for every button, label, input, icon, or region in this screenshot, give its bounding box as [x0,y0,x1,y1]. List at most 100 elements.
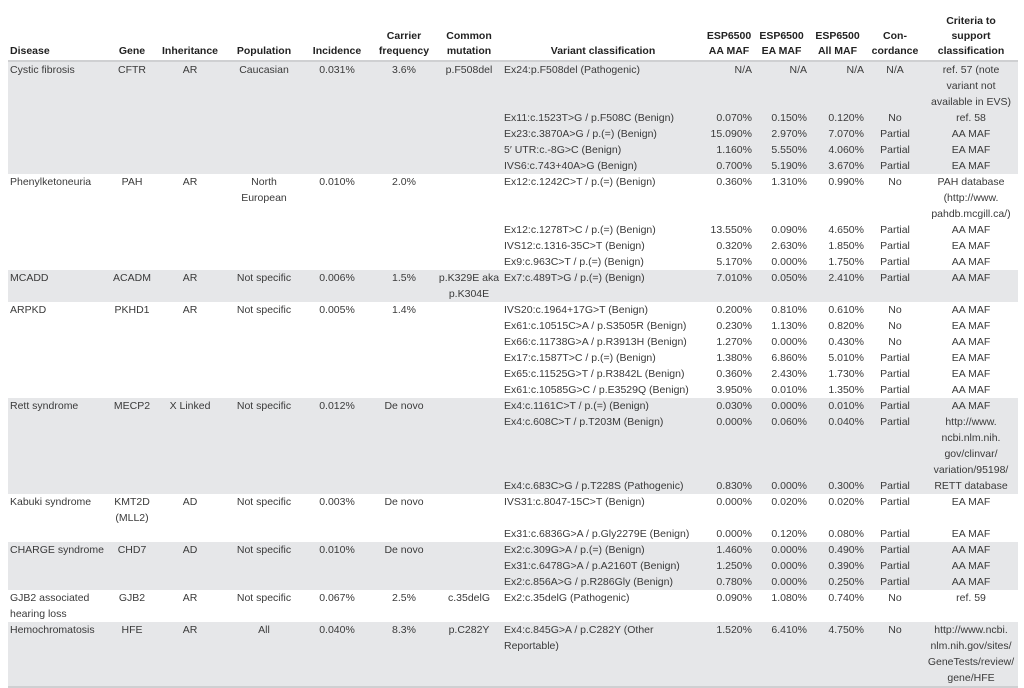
aa-maf-cell: 0.030% [704,398,754,414]
all-maf-cell: 0.040% [809,414,866,478]
all-maf-cell: 0.120% [809,110,866,126]
gene-cell: CFTR [110,61,154,174]
concordance-cell: Partial [866,542,924,558]
disease-cell: CHARGE syndrome [8,542,110,590]
inheritance-cell: AR [154,61,226,174]
criteria-cell: AA MAF [924,574,1018,590]
header-disease: Disease [8,14,110,62]
variant-cell: IVS6:c.743+40A>G (Benign) [502,158,704,174]
ea-maf-cell: 0.000% [771,336,807,348]
variant-cell: Ex23:c.3870A>G / p.(=) (Benign) [502,126,704,142]
concordance-cell: Partial [880,528,910,540]
common-mutation-cell [436,494,502,542]
aa-maf-cell: 0.360% [716,176,752,188]
concordance-cell: Partial [880,224,910,236]
inheritance-cell: AR [182,304,198,316]
variant-cell: Ex4:c.1161C>T / p.(=) (Benign) [502,398,704,414]
gene-cell: ACADM [110,270,154,302]
table-row: Hemochromatosis HFE AR All 0.040% 8.3% p.C282Y… [8,622,1018,688]
aa-maf-cell: N/A [704,61,754,110]
aa-maf-cell: 1.270% [716,336,752,348]
criteria-cell: RETT database [924,478,1018,494]
aa-maf-cell: 1.380% [716,352,752,364]
criteria-cell: EA MAF [951,352,991,364]
variant-cell: Ex12:c.1242C>T / p.(=) (Benign) [504,176,656,188]
all-maf-cell: 0.430% [828,336,864,348]
all-maf-cell: 4.750% [809,622,866,688]
criteria-cell: AA MAF [924,270,1018,302]
variant-cell: Ex12:c.1278T>C / p.(=) (Benign) [504,224,656,236]
variant-cell: IVS20:c.1964+17G>T (Benign) [504,304,648,316]
criteria-cell: EA MAF [951,368,991,380]
ea-maf-cell: 6.860% [771,352,807,364]
criteria-cell: http://www. ncbi.nlm.nih. gov/clinvar/ v… [924,414,1018,478]
criteria-cell: EA MAF [951,496,991,508]
gene-cell: KMT2D (MLL2) [114,496,150,524]
aa-maf-cell: 1.160% [704,142,754,158]
aa-maf-cell: 0.070% [704,110,754,126]
ea-maf-cell: 0.000% [771,256,807,268]
all-maf-cell: 0.020% [828,496,864,508]
concordance-cell: Partial [866,142,924,158]
concordance-cell: No [866,110,924,126]
concordance-cell: No [888,304,902,316]
common-mutation-cell [436,398,502,494]
carrier-screening-table: Disease Gene Inheritance Population Inci… [8,14,1018,688]
ea-maf-cell: 1.080% [771,592,807,604]
criteria-cell: ref. 59 [956,592,986,604]
table-row: Ex17:c.1587T>C / p.(=) (Benign) 1.380% 6.8… [8,350,1018,366]
criteria-cell: AA MAF [951,256,991,268]
disease-cell: Kabuki syndrome [10,496,92,508]
disease-cell: Rett syndrome [8,398,110,494]
population-cell: Caucasian [226,61,302,174]
all-maf-cell: 0.610% [828,304,864,316]
disease-cell: Hemochromatosis [8,622,110,688]
table-row: Ex31:c.6478G>A / p.A2160T (Benign) 1.250%… [8,558,1018,574]
population-cell: All [226,622,302,688]
concordance-cell: No [888,320,902,332]
ea-maf-cell: 0.000% [754,574,809,590]
variant-cell: Ex2:c.309G>A / p.(=) (Benign) [502,542,704,558]
table-row: Ex4:c.683C>G / p.T228S (Pathogenic) 0.830… [8,478,1018,494]
all-maf-cell: 1.850% [828,240,864,252]
concordance-cell: Partial [880,256,910,268]
incidence-cell: 0.040% [302,622,372,688]
ea-maf-cell: N/A [754,61,809,110]
aa-maf-cell: 5.170% [716,256,752,268]
aa-maf-cell: 0.780% [704,574,754,590]
all-maf-cell: 1.730% [828,368,864,380]
ea-maf-cell: 0.150% [754,110,809,126]
concordance-cell: Partial [866,414,924,478]
aa-maf-cell: 0.200% [716,304,752,316]
common-mutation-cell: p.C282Y [436,622,502,688]
aa-maf-cell: 3.950% [716,384,752,396]
concordance-cell: Partial [866,270,924,302]
header-incidence: Incidence [302,14,372,62]
ea-maf-cell: 0.010% [771,384,807,396]
incidence-cell: 0.067% [319,592,355,604]
table-row: Kabuki syndrome KMT2D (MLL2) AD Not specifi… [8,494,1018,526]
all-maf-cell: 0.820% [828,320,864,332]
header-population: Population [226,14,302,62]
carrier-frequency-cell: De novo [372,542,436,590]
criteria-cell: EA MAF [924,158,1018,174]
common-mutation-cell: p.K329E aka p.K304E [436,270,502,302]
ea-maf-cell: 0.090% [771,224,807,236]
gene-cell: MECP2 [110,398,154,494]
common-mutation-cell [436,174,502,270]
gene-cell: PAH [121,176,143,188]
table-row: Ex4:c.608C>T / p.T203M (Benign) 0.000% 0.0… [8,414,1018,478]
carrier-frequency-cell: 8.3% [372,622,436,688]
variant-cell: Ex31:c.6478G>A / p.A2160T (Benign) [502,558,704,574]
variant-cell: IVS31:c.8047-15C>T (Benign) [504,496,645,508]
inheritance-cell: AD [182,496,198,508]
concordance-cell: Partial [880,368,910,380]
all-maf-cell: 1.350% [828,384,864,396]
table-row: Cystic fibrosis CFTR AR Caucasian 0.031% 3.6%… [8,61,1018,174]
all-maf-cell: 0.990% [828,176,864,188]
aa-maf-cell: 1.520% [704,622,754,688]
variant-cell: Ex61:c.10515C>A / p.S3505R (Benign) [504,320,687,332]
header-all-maf: ESP6500 All MAF [809,14,866,62]
all-maf-cell: 0.300% [809,478,866,494]
table-row: Rett syndrome MECP2 X Linked Not specific 0.… [8,398,1018,494]
